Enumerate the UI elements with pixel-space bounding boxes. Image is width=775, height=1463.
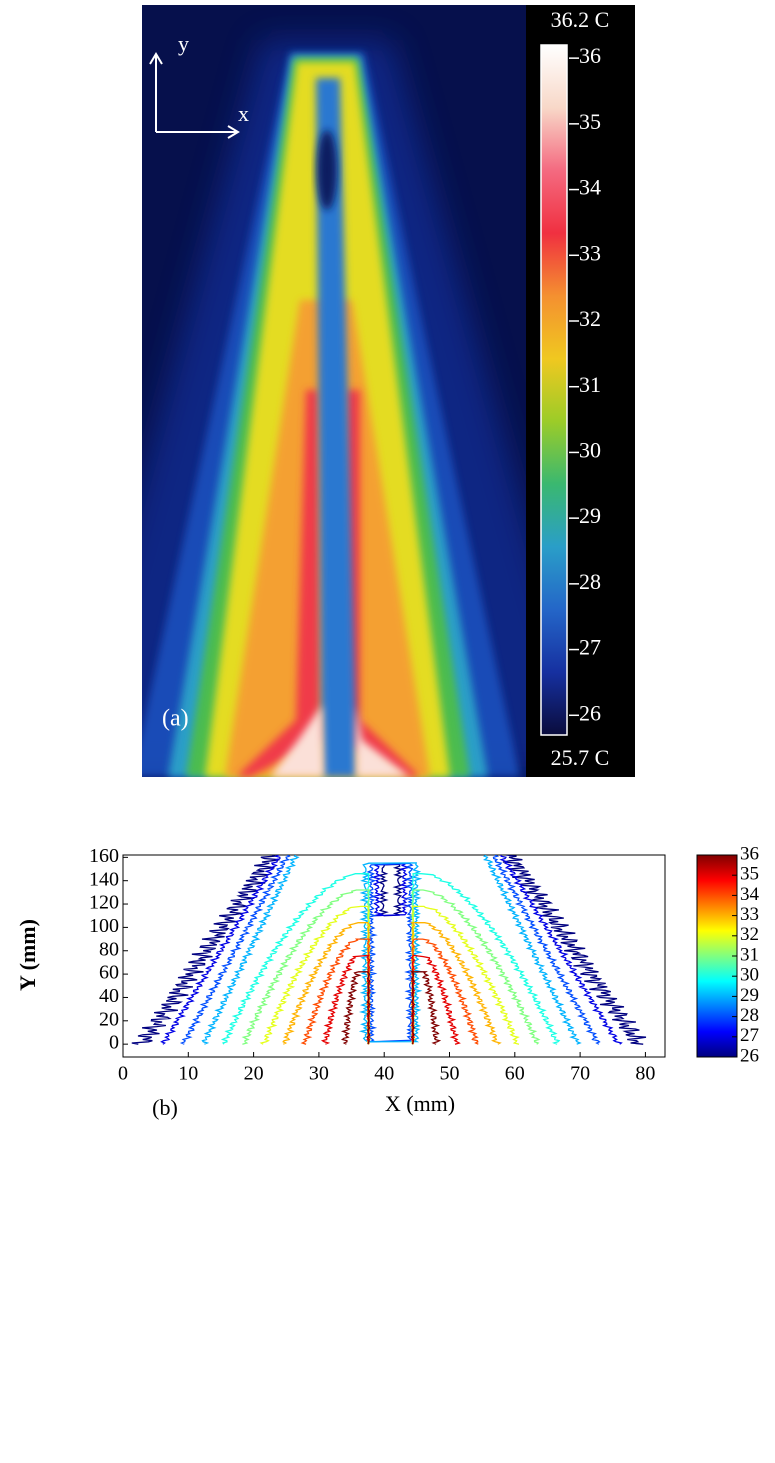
y-arrow-label: y [178,31,189,56]
contour-line [502,855,647,1045]
colorbar-tick-label: 30 [579,437,601,462]
panel-label: (b) [152,1095,178,1120]
x-tick-label: 10 [178,1063,198,1085]
colorbar [696,854,738,1058]
y-tick-label: 80 [99,938,119,960]
colorbar-tick-label: 36 [579,43,601,68]
colorbar-tick-label: 33 [579,240,601,265]
colorbar-tick-label: 35 [579,109,601,134]
colorbar-tick-label: 29 [740,985,759,1006]
x-arrow-head [227,125,240,139]
colorbar-tick-label: 31 [579,372,601,397]
y-tick-label: 160 [89,845,119,867]
colorbar-tick-label: 33 [740,904,759,925]
y-tick-label: 20 [99,1008,119,1030]
colorbar-tick-label: 34 [579,175,601,200]
colorbar-tick-label: 28 [740,1005,759,1026]
x-tick-label: 30 [309,1063,329,1085]
x-axis-label: X (mm) [385,1091,455,1116]
colorbar-tick-label: 26 [579,700,601,725]
x-tick-label: 40 [374,1063,394,1085]
y-axis-label: Y (mm) [15,919,40,991]
colorbar-tick-label: 32 [740,924,759,945]
x-tick-label: 70 [570,1063,590,1085]
colorbar-tick-label: 31 [740,944,759,965]
contour-line [358,862,423,1043]
y-tick-label: 0 [109,1032,119,1054]
colorbar-tick-label: 28 [579,569,601,594]
y-tick-label: 100 [89,915,119,937]
thermal-image [142,5,526,777]
contour-line [499,855,623,1045]
colorbar-tick-label: 30 [740,965,759,986]
x-tick-label: 0 [118,1063,128,1085]
colorbar-min-label: 25.7 C [551,745,610,770]
colorbar [540,44,568,736]
y-tick-label: 140 [89,868,119,890]
contour-line [492,855,601,1045]
contour-line [160,855,281,1045]
x-tick-label: 60 [505,1063,525,1085]
y-tick-label: 60 [99,962,119,984]
colorbar-max-label: 36.2 C [551,7,610,32]
contour-line [179,855,291,1045]
colorbar-tick-label: 34 [740,884,760,905]
panel-label: (a) [162,706,189,732]
y-tick-label: 40 [99,985,119,1007]
colorbar-tick-label: 26 [740,1045,759,1066]
y-arrow-head [149,52,163,65]
x-tick-label: 50 [440,1063,460,1085]
x-tick-label: 20 [244,1063,264,1085]
contour-line [131,855,280,1045]
contour-line [482,855,582,1045]
plot-area [122,854,666,1058]
colorbar-tick-label: 27 [740,1025,759,1046]
x-tick-label: 80 [635,1063,655,1085]
contour-line [201,855,300,1045]
colorbar-tick-label: 32 [579,306,601,331]
colorbar-tick-label: 27 [579,635,601,660]
colorbar-tick-label: 36 [740,843,759,864]
y-tick-label: 120 [89,892,119,914]
contour-line [340,971,372,1045]
x-arrow-label: x [238,101,249,126]
colorbar-tick-label: 29 [579,503,601,528]
colorbar-tick-label: 35 [740,864,759,885]
contours [131,855,647,1045]
contour-line [410,971,442,1045]
